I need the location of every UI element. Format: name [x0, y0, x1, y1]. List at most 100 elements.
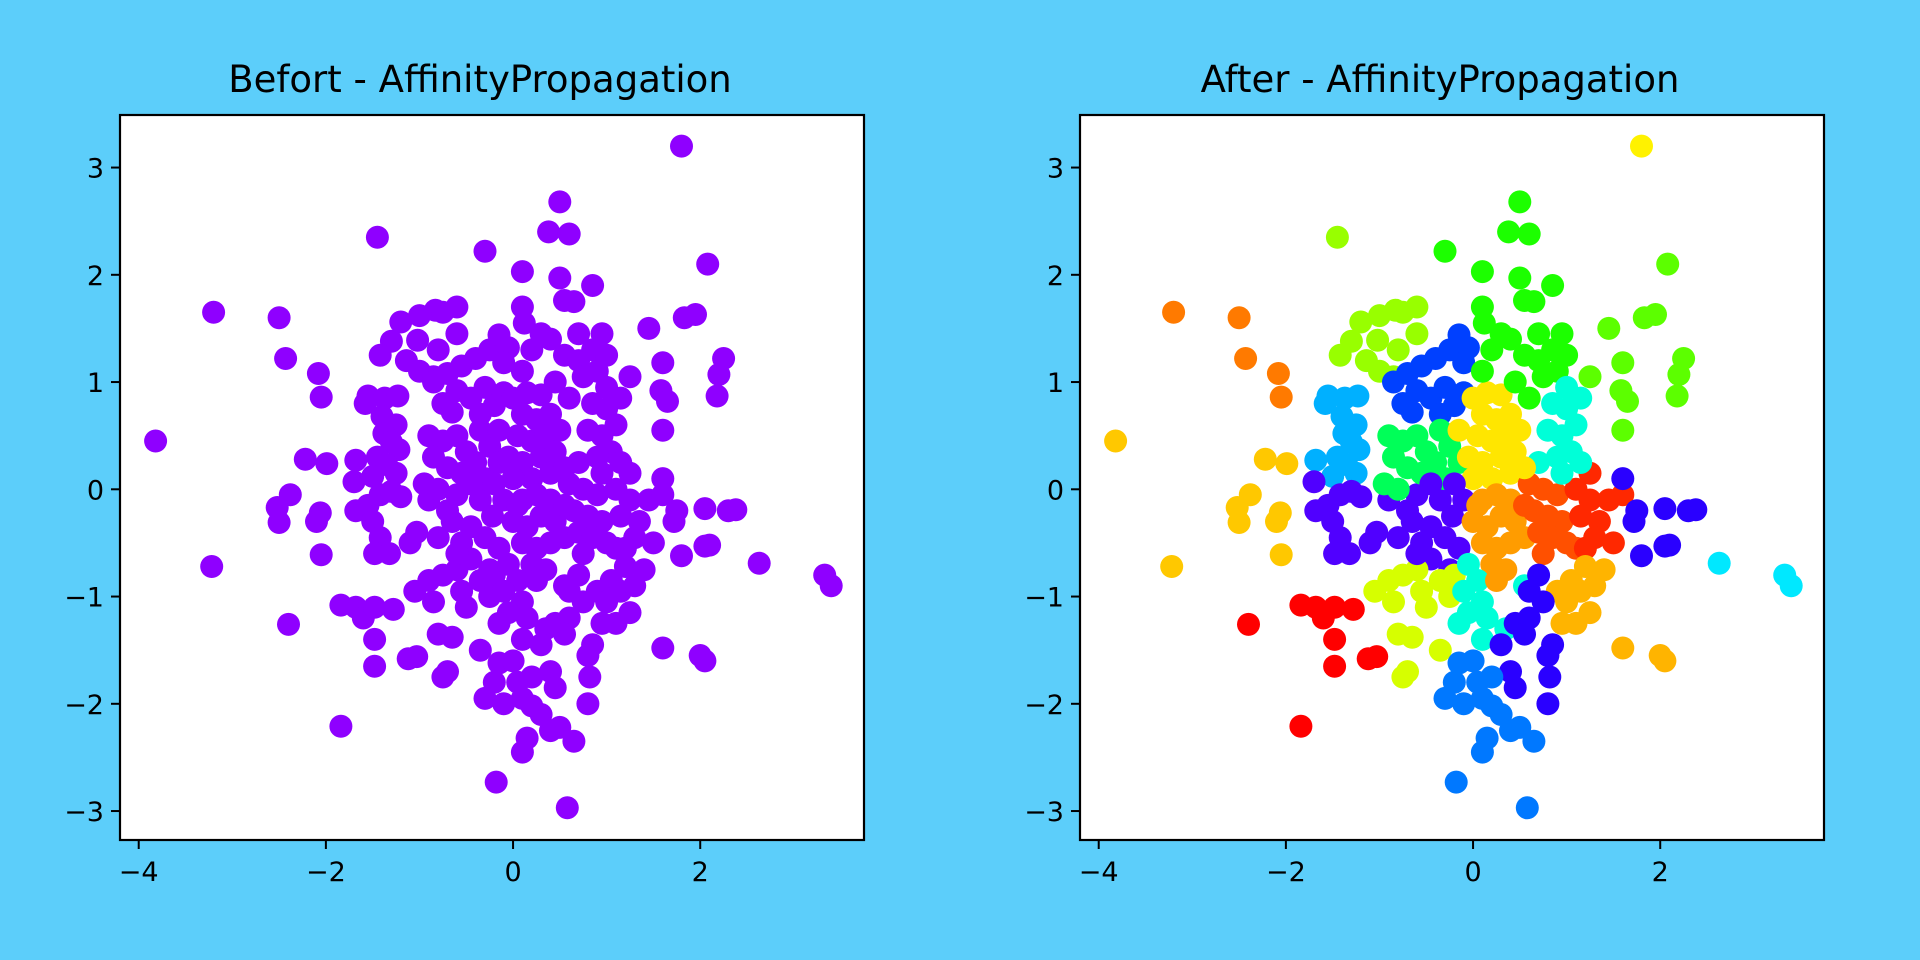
y-tick-label: −3: [64, 797, 104, 828]
data-point: [670, 134, 693, 158]
data-point: [1531, 542, 1555, 566]
data-point: [440, 625, 464, 649]
data-point: [1433, 686, 1457, 710]
data-point: [1611, 418, 1635, 442]
x-tick-label: −4: [1079, 857, 1119, 888]
y-tick-label: −3: [1024, 797, 1064, 828]
data-point: [384, 461, 408, 485]
data-point: [1323, 595, 1347, 619]
data-point: [1630, 134, 1653, 158]
data-point: [1227, 511, 1251, 534]
data-point: [656, 389, 679, 413]
y-tick-label: 3: [87, 154, 104, 185]
data-point: [1428, 638, 1452, 662]
data-point: [1601, 531, 1625, 555]
data-point: [548, 715, 572, 739]
data-point: [426, 526, 450, 550]
y-tick-label: −2: [1024, 690, 1064, 721]
data-point: [819, 574, 843, 598]
data-point: [363, 654, 387, 678]
data-point: [1597, 316, 1621, 340]
data-point: [1569, 451, 1593, 474]
y-tick-label: 2: [1047, 261, 1064, 292]
data-point: [590, 611, 614, 635]
scatter-points: [1104, 134, 1803, 820]
data-point: [1391, 665, 1415, 689]
data-point: [426, 338, 450, 362]
data-point: [487, 418, 511, 442]
data-point: [405, 520, 429, 544]
y-tick-label: −1: [1024, 583, 1064, 614]
data-point: [426, 477, 450, 501]
data-point: [571, 542, 595, 566]
data-point: [1611, 467, 1635, 491]
data-point: [1541, 392, 1565, 415]
data-point: [651, 467, 675, 491]
data-point: [1707, 551, 1731, 575]
data-point: [1513, 622, 1536, 646]
data-point: [1611, 636, 1635, 660]
data-point: [1344, 461, 1368, 485]
data-point: [459, 472, 483, 496]
data-point: [144, 429, 168, 453]
data-point: [1452, 579, 1476, 603]
x-tick-label: 0: [1464, 857, 1481, 888]
data-point: [1253, 447, 1277, 471]
data-point: [525, 569, 548, 592]
data-point: [445, 558, 469, 582]
data-point: [1653, 649, 1677, 673]
data-point: [389, 310, 413, 334]
axes-frame: [118, 113, 866, 842]
before-chart-panel: Befort - AffinityPropagation −4 −2 0 2 −3 −2−…: [64, 58, 866, 888]
data-point: [1323, 627, 1347, 651]
data-point: [1485, 569, 1508, 592]
data-point: [1234, 347, 1258, 370]
data-point: [1536, 644, 1560, 667]
data-point: [1321, 464, 1345, 488]
data-point: [609, 451, 633, 474]
data-point: [1349, 310, 1373, 334]
data-point: [293, 447, 317, 471]
data-point: [492, 692, 516, 716]
data-point: [1265, 510, 1288, 533]
data-point: [431, 665, 455, 689]
y-tick-label: 0: [87, 475, 104, 506]
data-point: [696, 252, 720, 276]
data-point: [1405, 542, 1429, 566]
data-point: [1573, 555, 1597, 578]
data-point: [1328, 343, 1352, 367]
data-point: [1452, 692, 1476, 716]
data-point: [1386, 338, 1410, 362]
data-point: [707, 363, 731, 386]
data-point: [200, 555, 224, 578]
data-point: [1513, 493, 1536, 517]
data-point: [378, 542, 401, 566]
data-point: [1550, 461, 1574, 485]
data-point: [440, 510, 464, 533]
data-point: [1382, 590, 1405, 614]
data-point: [1461, 467, 1485, 491]
data-point: [1341, 597, 1365, 621]
data-point: [632, 558, 656, 582]
data-point: [445, 322, 469, 346]
data-point: [1405, 558, 1429, 582]
data-point: [651, 418, 675, 442]
data-point: [515, 606, 539, 630]
data-point: [501, 649, 525, 673]
data-point: [585, 483, 609, 507]
data-point: [468, 418, 492, 442]
data-point: [581, 274, 605, 297]
data-point: [1480, 665, 1504, 689]
data-point: [537, 220, 561, 244]
data-point: [1400, 510, 1424, 533]
data-point: [1684, 498, 1708, 522]
data-point: [1503, 676, 1527, 700]
data-point: [1349, 485, 1373, 509]
data-point: [1237, 612, 1260, 636]
data-point: [481, 504, 504, 528]
data-point: [510, 359, 534, 383]
data-point: [510, 260, 534, 284]
data-point: [202, 300, 226, 324]
data-point: [1269, 385, 1293, 409]
data-point: [1541, 274, 1565, 297]
